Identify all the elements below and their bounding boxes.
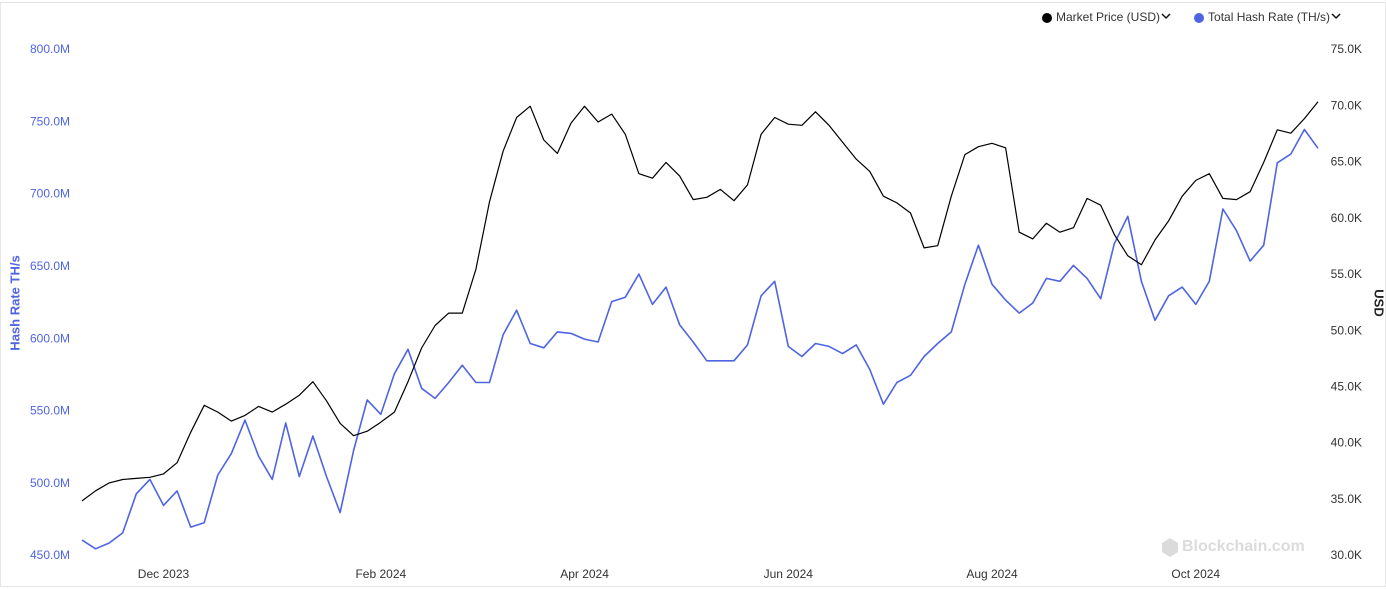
legend: Market Price (USD) Total Hash Rate (TH/s): [1042, 10, 1341, 24]
y-tick-label: 450.0M: [30, 548, 70, 562]
y2-tick-label: 65.0K: [1331, 155, 1362, 169]
y-tick-label: 650.0M: [30, 259, 70, 273]
y2-axis-title: USD: [1372, 289, 1386, 316]
watermark-logo: [1162, 538, 1178, 557]
legend-chevron: [1331, 13, 1341, 20]
y-tick-label: 750.0M: [30, 114, 70, 128]
y-tick-label: 600.0M: [30, 331, 70, 345]
x-tick-label: Feb 2024: [355, 567, 406, 581]
y2-tick-label: 40.0K: [1331, 436, 1362, 450]
legend-chevron: [1161, 13, 1171, 20]
legend-label: Total Hash Rate (TH/s): [1208, 10, 1330, 24]
y2-tick-label: 50.0K: [1331, 323, 1362, 337]
watermark: Blockchain.com: [1162, 538, 1305, 557]
y-axis-title: Hash Rate TH/s: [7, 255, 22, 350]
y-tick-label: 800.0M: [30, 42, 70, 56]
y2-tick-label: 75.0K: [1331, 42, 1362, 56]
watermark-text: Blockchain.com: [1182, 538, 1305, 555]
y2-tick-label: 35.0K: [1331, 492, 1362, 506]
y2-tick-label: 70.0K: [1331, 98, 1362, 112]
line-series: [81, 128, 1319, 550]
y2-tick-label: 55.0K: [1331, 267, 1362, 281]
y-tick-label: 500.0M: [30, 476, 70, 490]
x-tick-label: Oct 2024: [1171, 567, 1220, 581]
legend-marker: [1042, 13, 1052, 23]
x-tick-label: Dec 2023: [138, 567, 190, 581]
legend-label: Market Price (USD): [1056, 10, 1160, 24]
y2-tick-label: 30.0K: [1331, 548, 1362, 562]
y2-tick-label: 60.0K: [1331, 211, 1362, 225]
y-tick-label: 700.0M: [30, 187, 70, 201]
legend-marker: [1194, 13, 1205, 23]
x-tick-label: Aug 2024: [966, 567, 1018, 581]
y2-tick-label: 45.0K: [1331, 380, 1362, 394]
line-series: [81, 101, 1319, 502]
x-tick-label: Apr 2024: [560, 567, 609, 581]
y-tick-label: 550.0M: [30, 404, 70, 418]
x-tick-label: Jun 2024: [764, 567, 814, 581]
